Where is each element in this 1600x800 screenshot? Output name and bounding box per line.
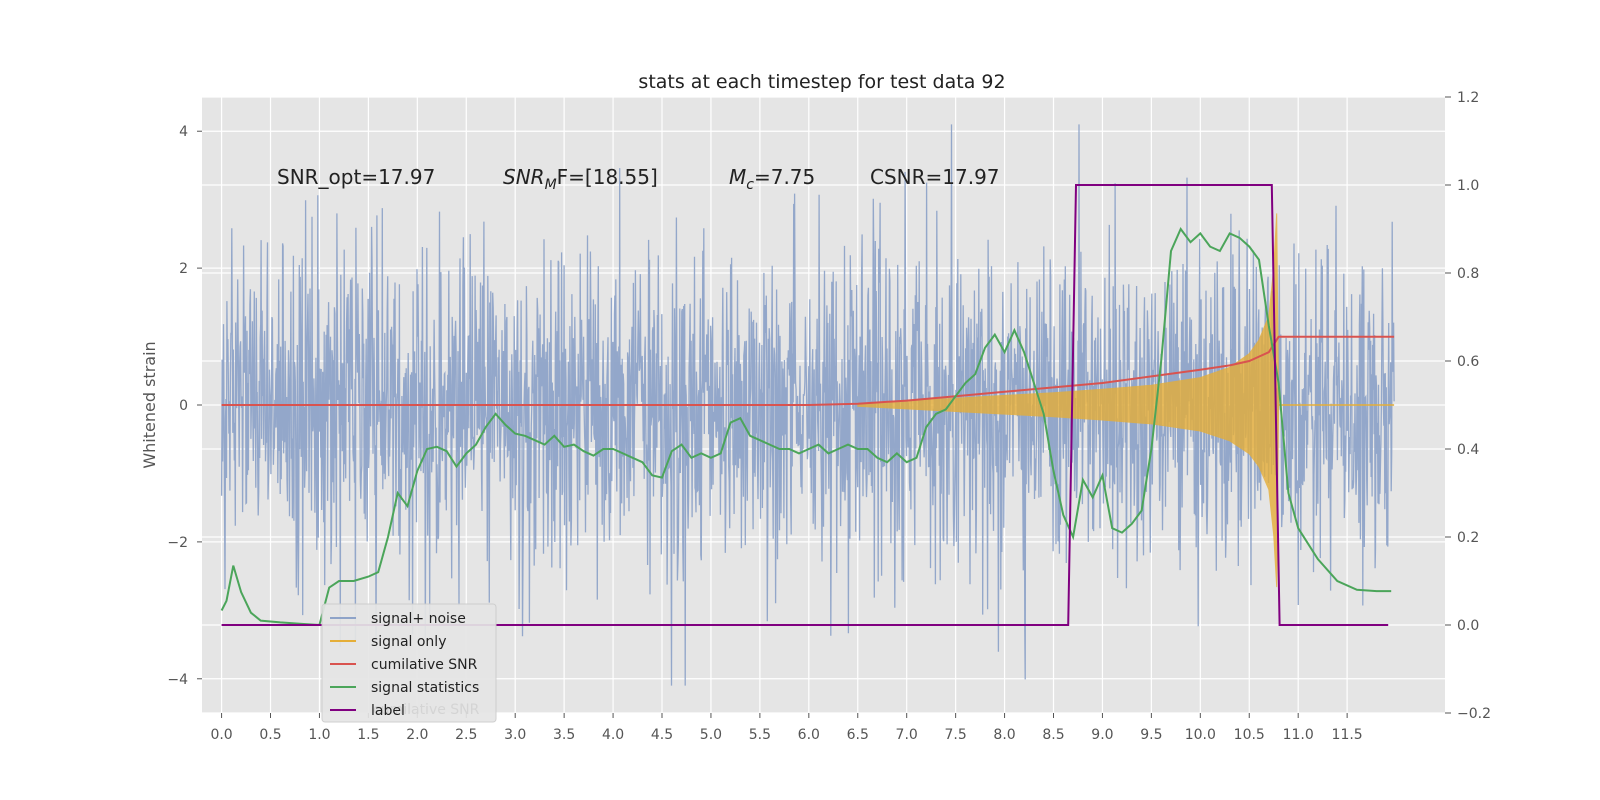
x-axis-ticks: 0.0 0.5 1.0 1.5 2.0 2.5 3.0 3.5 4.0 4.5 5.0 5.5 6.0 6…: [210, 713, 1363, 743]
y-tick-label: 2: [179, 261, 188, 277]
csnr-annotation: CSNR=17.97: [870, 165, 1000, 189]
x-tick-label: 4.0: [602, 727, 624, 743]
legend-items: signal+ noise signal only cumilative SNR si…: [330, 611, 479, 719]
snr-mf-subscript: M: [545, 177, 557, 193]
x-tick-label: 6.5: [847, 727, 869, 743]
annotations: SNR_opt=17.97 SNRMF=[18.55] Mc=7.75 CSNR…: [277, 165, 1000, 193]
snr-mf-value: F=[18.55]: [557, 165, 658, 189]
x-tick-label: 1.0: [308, 727, 330, 743]
x-tick-label: 7.5: [944, 727, 966, 743]
y2-tick-label: 0.2: [1457, 530, 1479, 546]
signal-noise-line: [220, 124, 1395, 686]
x-tick-label: 2.5: [455, 727, 477, 743]
x-tick-label: 3.5: [553, 727, 575, 743]
chart-title: stats at each timestep for test data 92: [638, 71, 1005, 93]
y-axis-label: Whitened strain: [140, 341, 159, 468]
left-axis-ticks: 4 2 0 −2 −4: [167, 124, 202, 688]
x-tick-label: 8.0: [993, 727, 1015, 743]
legend-ghost-text: cumilative SNR: [373, 702, 480, 718]
x-tick-label: 7.0: [896, 727, 918, 743]
x-tick-label: 2.0: [406, 727, 428, 743]
legend-label: signal+ noise: [371, 611, 466, 627]
x-tick-label: 0.0: [210, 727, 232, 743]
chirp-mass-symbol: M: [729, 165, 746, 189]
line-series: [220, 184, 1395, 627]
x-tick-label: 5.5: [749, 727, 771, 743]
chirp-mass-subscript: c: [746, 177, 754, 193]
y2-tick-label: 0.8: [1457, 266, 1479, 282]
y2-tick-label: −0.2: [1457, 706, 1491, 722]
x-tick-label: 3.0: [504, 727, 526, 743]
x-tick-label: 9.0: [1091, 727, 1113, 743]
x-tick-label: 6.0: [798, 727, 820, 743]
x-tick-label: 9.5: [1140, 727, 1162, 743]
x-tick-label: 10.5: [1234, 727, 1265, 743]
snr-mf-annotation: SNRMF=[18.55]: [503, 165, 658, 193]
signal-noise-series: [220, 124, 1395, 686]
label-line: [221, 184, 1389, 626]
y2-tick-label: 0.0: [1457, 618, 1479, 634]
x-tick-label: 5.0: [700, 727, 722, 743]
y2-tick-label: 1.2: [1457, 90, 1479, 106]
legend: cumilative SNR signal+ noise signal only c…: [321, 603, 497, 723]
legend-box: [321, 603, 497, 723]
snr-opt-annotation: SNR_opt=17.97: [277, 165, 435, 189]
x-tick-label: 10.0: [1185, 727, 1216, 743]
signal-only-series: [857, 213, 1395, 588]
snr-mf-symbol: SNR: [503, 165, 545, 189]
chirp-mass-value: =7.75: [754, 165, 815, 189]
chirp-mass-annotation: Mc=7.75: [729, 165, 815, 193]
x-tick-label: 1.5: [357, 727, 379, 743]
x-tick-label: 4.5: [651, 727, 673, 743]
legend-label: signal only: [371, 634, 446, 650]
y2-tick-label: 1.0: [1457, 178, 1479, 194]
legend-label: cumilative SNR: [371, 657, 478, 673]
signal-statistics-line: [220, 227, 1392, 627]
y-tick-label: −2: [167, 535, 188, 551]
y-tick-label: 0: [179, 398, 188, 414]
right-axis-ticks: 1.2 1.0 0.8 0.6 0.4 0.2 0.0 −0.2: [1445, 90, 1491, 722]
y2-tick-label: 0.4: [1457, 442, 1479, 458]
y-tick-label: 4: [179, 124, 188, 140]
legend-label: label: [371, 703, 405, 719]
y2-tick-label: 0.6: [1457, 354, 1479, 370]
x-tick-label: 11.5: [1332, 727, 1363, 743]
x-tick-label: 0.5: [259, 727, 281, 743]
legend-label: signal statistics: [371, 680, 479, 696]
x-tick-label: 8.5: [1042, 727, 1064, 743]
x-tick-label: 11.0: [1283, 727, 1314, 743]
signal-only-band: [857, 213, 1280, 588]
y-tick-label: −4: [167, 672, 188, 688]
